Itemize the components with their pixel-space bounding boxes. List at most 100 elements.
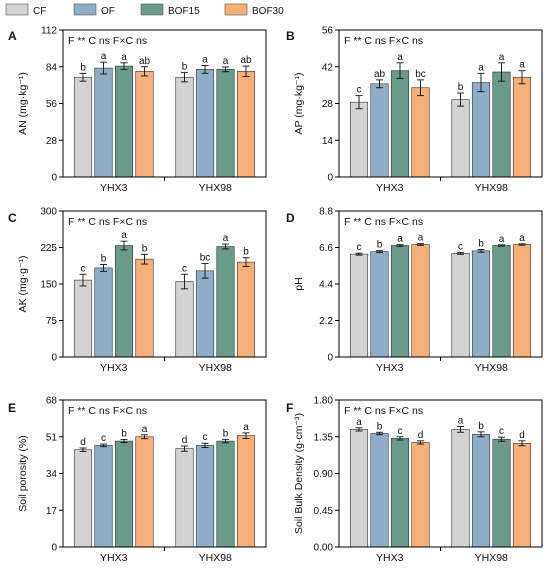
y-tick-label: 6.6 (319, 243, 333, 254)
error-bar (396, 244, 404, 247)
significance-letter: b (182, 62, 188, 73)
y-tick-label: 300 (40, 207, 57, 218)
significance-letter: ab (139, 56, 151, 67)
legend: CF OF BOF15 BOF30 (5, 3, 284, 17)
bar-of-yhx3 (370, 433, 389, 548)
bar-of-yhx3 (370, 83, 389, 178)
x-tick-label: YHX3 (100, 182, 128, 194)
y-tick-label: 56 (322, 26, 334, 37)
y-tick-label: 1.80 (314, 396, 334, 407)
error-bar (201, 442, 209, 449)
chart-panel-f: Fa b c d YHX3 a b c d YHX98 0.00 0.45 0.90 1.35 1.80 F … (286, 396, 543, 564)
plot-frame (62, 399, 267, 548)
plot-frame (338, 210, 543, 358)
stats-annotation: F ** C ns F×C ns (344, 216, 423, 228)
significance-letter: a (499, 52, 505, 63)
bar-cf-yhx98 (451, 99, 470, 178)
error-bar (457, 426, 464, 433)
stats-annotation: F ** C ns F×C ns (68, 216, 147, 228)
chart-panel-d: Dc b a a YHX3 c b a a YHX98 0 2.2 4.4 6.6 8.8 F ** C ns… (286, 207, 543, 374)
significance-letter: a (418, 233, 424, 244)
significance-letter: b (80, 62, 86, 73)
chart-panel-e: Ed c b a YHX3 d c b a YHX98 0 17 34 51 68 F ** C ns F×C… (8, 396, 267, 564)
significance-letter: bc (415, 69, 426, 80)
error-bar (518, 243, 526, 246)
bar-bof30-yhx98 (236, 435, 256, 548)
stats-annotation: F ** C ns F×C ns (344, 35, 423, 47)
y-tick-label: 34 (46, 469, 58, 480)
y-tick-label: 1.35 (314, 432, 334, 443)
bar-bof30-yhx3 (135, 258, 154, 358)
error-bar (477, 431, 485, 438)
legend-label: BOF15 (168, 6, 200, 17)
error-bar (498, 244, 505, 247)
error-bar (100, 264, 107, 272)
bar-bof15-yhx98 (216, 440, 235, 548)
error-bar (417, 243, 424, 246)
bar-of-yhx98 (195, 69, 215, 178)
y-tick-label: 0 (51, 353, 57, 364)
x-tick-label: YHX98 (475, 182, 508, 194)
stats-annotation: F ** C ns F×C ns (68, 35, 147, 47)
significance-letter: c (182, 263, 187, 274)
error-bar (457, 251, 464, 255)
significance-letter: b (121, 429, 127, 440)
legend-swatch (5, 3, 29, 16)
y-tick-label: 4.4 (319, 280, 333, 291)
legend-label: OF (101, 6, 115, 17)
y-axis-label: Soil porosity (%) (17, 435, 29, 511)
bar-cf-yhx3 (73, 449, 93, 548)
y-tick-label: 150 (40, 280, 57, 291)
x-tick-label: YHX98 (475, 552, 508, 564)
significance-letter: a (223, 56, 229, 67)
plot-frame (338, 399, 543, 548)
significance-letter: a (458, 416, 464, 427)
chart-panel-c: Cc b a b YHX3 c bc a b YHX98 0 75 150 225 300 F ** C ns… (8, 207, 267, 374)
significance-letter: c (81, 263, 86, 274)
x-tick-label: YHX98 (199, 362, 232, 374)
error-bar (376, 250, 383, 254)
bar-bof30-yhx98 (236, 71, 256, 178)
bar-bof15-yhx98 (216, 246, 235, 358)
error-bar (498, 62, 505, 82)
error-bar (141, 434, 148, 440)
stats-annotation: F ** C ns F×C ns (68, 405, 147, 417)
y-tick-label: 0 (327, 173, 333, 184)
significance-letter: d (182, 435, 188, 446)
error-bar (181, 445, 188, 452)
legend-item-of: OF (73, 3, 115, 17)
y-tick-label: 42 (322, 62, 334, 73)
significance-letter: a (101, 51, 107, 62)
error-bar (477, 249, 485, 253)
error-bar (477, 72, 485, 93)
bar-bof30-yhx3 (135, 71, 154, 178)
error-bar (355, 95, 363, 110)
bar-bof30-yhx3 (411, 87, 430, 178)
significance-letter: b (101, 254, 107, 265)
significance-letter: a (202, 54, 208, 65)
significance-letter: d (418, 430, 424, 441)
x-tick-label: YHX3 (376, 362, 404, 374)
y-tick-label: 0 (51, 173, 57, 184)
significance-letter: a (121, 52, 127, 63)
bar-cf-yhx3 (349, 253, 369, 358)
significance-letter: a (499, 234, 505, 245)
bar-of-yhx98 (471, 250, 491, 358)
y-tick-label: 225 (40, 243, 57, 254)
error-bar (498, 436, 505, 442)
legend-item-bof30: BOF30 (224, 3, 284, 17)
legend-item-cf: CF (5, 3, 46, 17)
significance-letter: d (80, 437, 86, 448)
error-bar (120, 439, 128, 444)
panel-label: C (8, 211, 17, 225)
bar-bof15-yhx3 (390, 245, 410, 358)
bar-bof30-yhx3 (411, 244, 430, 358)
significance-letter: b (377, 421, 383, 432)
significance-letter: c (357, 85, 362, 96)
error-bar (242, 432, 250, 439)
significance-letter: a (243, 422, 249, 433)
bar-cf-yhx98 (451, 253, 470, 358)
y-axis-label: AN (mg·kg⁻¹) (17, 72, 29, 135)
